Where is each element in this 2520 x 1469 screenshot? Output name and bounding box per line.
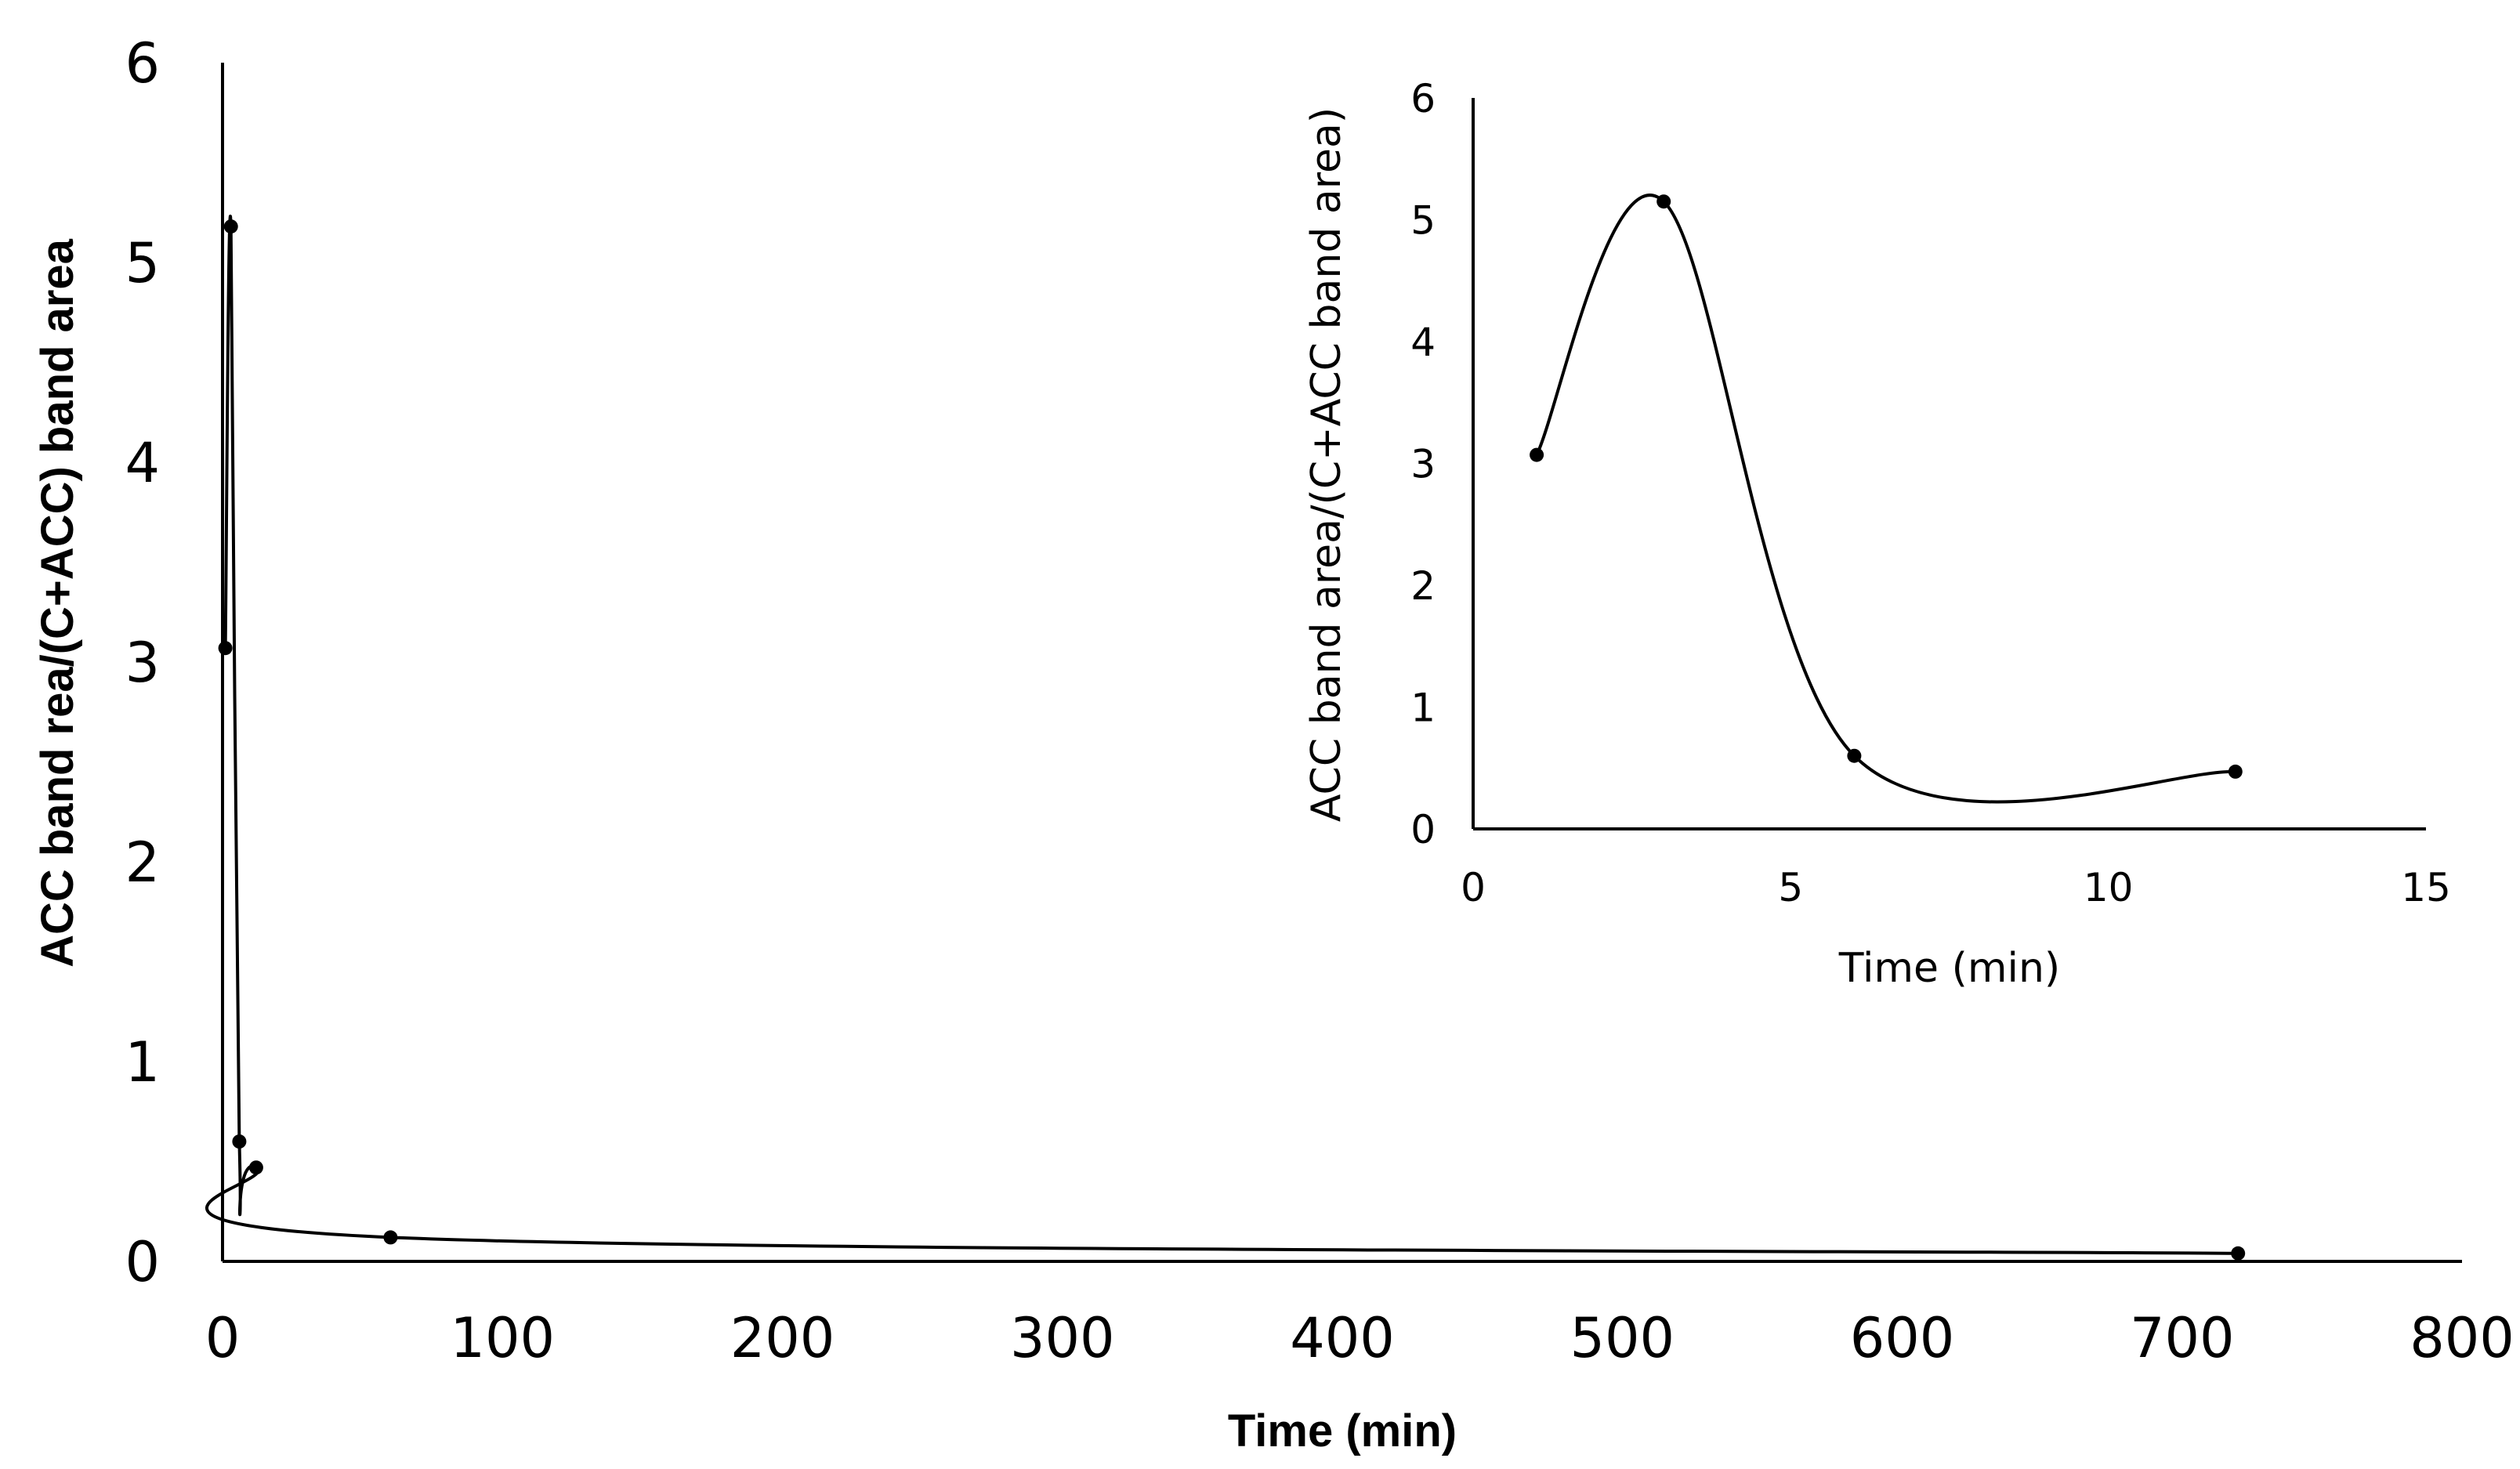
main-y-tick-labels: 0 1 2 3 4 5 6 — [125, 31, 160, 1294]
inset-data-point — [1656, 194, 1671, 209]
main-data-point — [383, 1230, 398, 1245]
main-series-line — [205, 215, 2239, 1255]
main-data-point — [223, 219, 238, 234]
inset-x-tick-label: 0 — [1461, 865, 1486, 910]
main-y-tick-label: 3 — [125, 631, 160, 695]
main-x-tick-label: 700 — [2130, 1306, 2235, 1370]
inset-series-points — [1530, 194, 2243, 779]
inset-y-tick-label: 6 — [1410, 76, 1436, 121]
inset-data-point — [2228, 764, 2243, 779]
main-x-tick-label: 600 — [1850, 1306, 1955, 1370]
main-data-point — [248, 1160, 263, 1175]
inset-x-tick-label: 10 — [2084, 865, 2134, 910]
main-y-tick-label: 1 — [125, 1030, 160, 1095]
inset-x-tick-label: 5 — [1778, 865, 1803, 910]
main-y-axis-label: ACC band rea/(C+ACC) band area — [32, 238, 83, 968]
inset-y-tick-label: 4 — [1410, 320, 1436, 365]
main-x-tick-label: 400 — [1290, 1306, 1395, 1370]
main-y-tick-label: 4 — [125, 431, 160, 495]
inset-data-point — [1530, 447, 1544, 462]
inset-x-tick-labels: 0 5 10 15 — [1461, 865, 2451, 910]
main-x-tick-label: 200 — [730, 1306, 835, 1370]
main-x-tick-label: 300 — [1010, 1306, 1115, 1370]
inset-y-tick-labels: 0 1 2 3 4 5 6 — [1410, 76, 1436, 852]
main-x-tick-label: 500 — [1570, 1306, 1675, 1370]
main-x-tick-label: 800 — [2410, 1306, 2515, 1370]
main-x-tick-label: 0 — [205, 1306, 241, 1370]
inset-x-tick-label: 15 — [2401, 865, 2451, 910]
inset-y-tick-label: 1 — [1410, 686, 1436, 731]
main-y-tick-label: 2 — [125, 830, 160, 895]
inset-data-point — [1847, 748, 1862, 763]
main-y-tick-label: 0 — [125, 1230, 160, 1294]
main-data-point — [2231, 1246, 2246, 1261]
inset-y-tick-label: 0 — [1410, 807, 1436, 852]
inset-y-tick-label: 2 — [1410, 563, 1436, 609]
main-series-points — [218, 219, 2246, 1261]
inset-y-axis-label: ACC band area/(C+ACC band area) — [1303, 107, 1350, 822]
inset-x-axis-label: Time (min) — [1838, 945, 2060, 992]
inset-series-line — [1535, 194, 2236, 804]
inset-chart: 0 1 2 3 4 5 6 0 5 10 15 Time (min) ACC band area/… — [1303, 76, 2451, 992]
inset-y-tick-label: 3 — [1410, 442, 1436, 487]
main-x-tick-label: 100 — [450, 1306, 555, 1370]
main-y-tick-label: 6 — [125, 31, 160, 96]
main-x-axis-label: Time (min) — [1228, 1406, 1457, 1456]
main-data-point — [232, 1134, 247, 1149]
main-x-tick-labels: 0 100 200 300 400 500 600 700 800 — [205, 1306, 2515, 1370]
main-data-point — [218, 641, 233, 656]
inset-y-tick-label: 5 — [1410, 198, 1436, 244]
main-y-tick-label: 5 — [125, 231, 160, 295]
